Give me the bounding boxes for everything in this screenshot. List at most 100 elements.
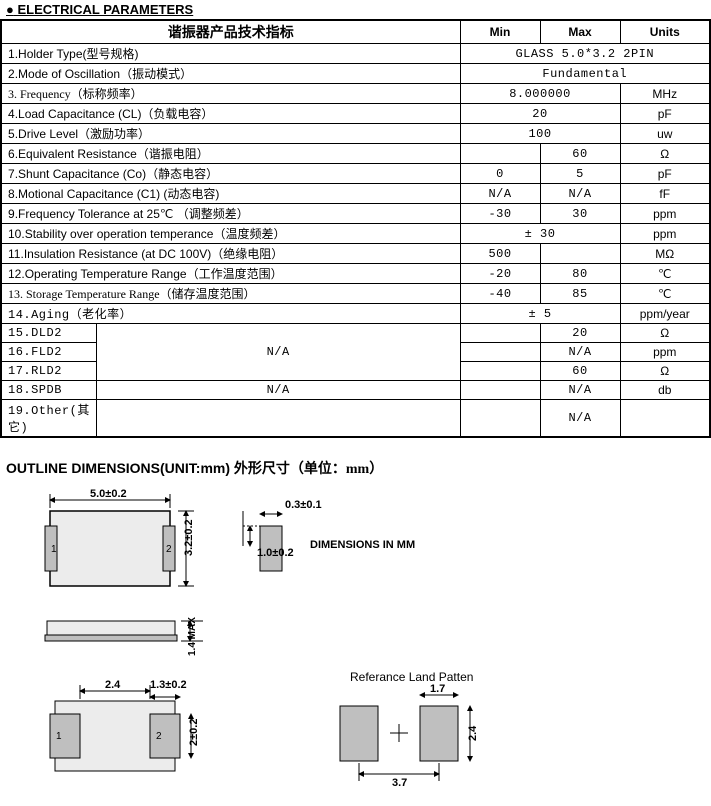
outline-title-en: OUTLINE DIMENSIONS(UNIT:mm) <box>6 460 230 476</box>
svg-text:1: 1 <box>56 731 62 742</box>
svg-text:5.0±0.2: 5.0±0.2 <box>90 488 127 500</box>
row-label: 3. Frequency（标称频率） <box>1 84 460 104</box>
row-units <box>620 400 710 438</box>
row-max: N/A <box>540 184 620 204</box>
svg-text:2: 2 <box>156 731 162 742</box>
outline-title-cn: 外形尺寸（单位：mm） <box>234 462 383 477</box>
table-row: 9.Frequency Tolerance at 25℃ （调整频差） -30 … <box>1 204 710 224</box>
row-label: 14.Aging（老化率） <box>1 304 460 324</box>
row-units: Ω <box>620 144 710 164</box>
row-units: ppm <box>620 204 710 224</box>
row-center <box>96 400 460 438</box>
row-max: N/A <box>540 400 620 438</box>
row-max: 30 <box>540 204 620 224</box>
row-max: 80 <box>540 264 620 284</box>
svg-text:2: 2 <box>166 544 172 555</box>
row-label: 5.Drive Level（激励功率） <box>1 124 460 144</box>
row-units: MHz <box>620 84 710 104</box>
row-min <box>460 343 540 362</box>
row-units: ppm/year <box>620 304 710 324</box>
svg-text:1: 1 <box>51 544 57 555</box>
row-units: ppm <box>620 224 710 244</box>
row-label: 16.FLD2 <box>1 343 96 362</box>
row-max: 60 <box>540 144 620 164</box>
row-max: N/A <box>540 381 620 400</box>
row-label: 18.SPDB <box>1 381 96 400</box>
table-row: 12.Operating Temperature Range（工作温度范围） -… <box>1 264 710 284</box>
row-label: 15.DLD2 <box>1 324 96 343</box>
row-min: -40 <box>460 284 540 304</box>
row-units: uw <box>620 124 710 144</box>
row-span: 100 <box>460 124 620 144</box>
svg-text:2.4: 2.4 <box>467 725 479 741</box>
dimensions-svg: 1 2 5.0±0.2 3.2±0.2 0.3±0.1 1.0±0.2 DIME… <box>20 486 690 796</box>
row-max: N/A <box>540 343 620 362</box>
table-row: 5.Drive Level（激励功率） 100 uw <box>1 124 710 144</box>
svg-text:1.3±0.2: 1.3±0.2 <box>150 679 187 691</box>
row-min: N/A <box>460 184 540 204</box>
table-row: 15.DLD2 N/A 20 Ω <box>1 324 710 343</box>
row-units: pF <box>620 104 710 124</box>
svg-text:0.3±0.1: 0.3±0.1 <box>285 499 322 511</box>
header-max: Max <box>540 20 620 44</box>
row-units: Ω <box>620 324 710 343</box>
row-units: pF <box>620 164 710 184</box>
svg-text:2.4: 2.4 <box>105 679 121 691</box>
row-label: 12.Operating Temperature Range（工作温度范围） <box>1 264 460 284</box>
row-min: 500 <box>460 244 540 264</box>
row-label: 17.RLD2 <box>1 362 96 381</box>
row-label: 11.Insulation Resistance (at DC 100V)（绝缘… <box>1 244 460 264</box>
row-label: 19.Other(其它) <box>1 400 96 438</box>
table-row: 11.Insulation Resistance (at DC 100V)（绝缘… <box>1 244 710 264</box>
svg-text:1.4 MAX: 1.4 MAX <box>187 617 198 656</box>
table-row: 8.Motional Capacitance (C1) (动态电容) N/A N… <box>1 184 710 204</box>
row-units: ppm <box>620 343 710 362</box>
header-main: 谐振器产品技术指标 <box>1 20 460 44</box>
table-row: 19.Other(其它) N/A <box>1 400 710 438</box>
section-title-text: ELECTRICAL PARAMETERS <box>17 2 193 17</box>
row-min: -20 <box>460 264 540 284</box>
parameters-table: 谐振器产品技术指标 Min Max Units 1.Holder Type(型号… <box>0 19 711 438</box>
svg-text:1.0±0.2: 1.0±0.2 <box>257 547 294 559</box>
row-min <box>460 324 540 343</box>
row-min <box>460 381 540 400</box>
row-label: 2.Mode of Oscillation（振动模式） <box>1 64 460 84</box>
row-label: 13. Storage Temperature Range（储存温度范围） <box>1 284 460 304</box>
svg-text:1.7: 1.7 <box>430 683 445 695</box>
row-span: ± 5 <box>460 304 620 324</box>
row-min: -30 <box>460 204 540 224</box>
row-label: 4.Load Capacitance (CL)（负载电容） <box>1 104 460 124</box>
row-min: 0 <box>460 164 540 184</box>
row-units: Ω <box>620 362 710 381</box>
row-center: N/A <box>96 381 460 400</box>
header-units: Units <box>620 20 710 44</box>
table-row: 14.Aging（老化率） ± 5 ppm/year <box>1 304 710 324</box>
table-row: 1.Holder Type(型号规格) GLASS 5.0*3.2 2PIN <box>1 44 710 64</box>
row-max: 60 <box>540 362 620 381</box>
row-span: 20 <box>460 104 620 124</box>
row-min <box>460 144 540 164</box>
row-units: ℃ <box>620 264 710 284</box>
row-span: Fundamental <box>460 64 710 84</box>
row-span: ± 30 <box>460 224 620 244</box>
row-max: 5 <box>540 164 620 184</box>
row-label: 10.Stability over operation temperance（温… <box>1 224 460 244</box>
outline-diagram: 1 2 5.0±0.2 3.2±0.2 0.3±0.1 1.0±0.2 DIME… <box>0 486 711 806</box>
table-row: 13. Storage Temperature Range（储存温度范围） -4… <box>1 284 710 304</box>
row-label: 6.Equivalent Resistance（谐振电阻） <box>1 144 460 164</box>
table-row: 7.Shunt Capacitance (Co)（静态电容） 0 5 pF <box>1 164 710 184</box>
row-min <box>460 400 540 438</box>
row-label: 1.Holder Type(型号规格) <box>1 44 460 64</box>
outline-title: OUTLINE DIMENSIONS(UNIT:mm) 外形尺寸（单位：mm） <box>0 438 711 486</box>
header-min: Min <box>460 20 540 44</box>
section-title: ● ELECTRICAL PARAMETERS <box>0 0 711 19</box>
row-max: 20 <box>540 324 620 343</box>
row-units: db <box>620 381 710 400</box>
table-row: 3. Frequency（标称频率） 8.000000 MHz <box>1 84 710 104</box>
table-row: 4.Load Capacitance (CL)（负载电容） 20 pF <box>1 104 710 124</box>
row-units: fF <box>620 184 710 204</box>
row-max <box>540 244 620 264</box>
row-units: MΩ <box>620 244 710 264</box>
row-center: N/A <box>96 324 460 381</box>
svg-text:3.2±0.2: 3.2±0.2 <box>183 519 195 556</box>
